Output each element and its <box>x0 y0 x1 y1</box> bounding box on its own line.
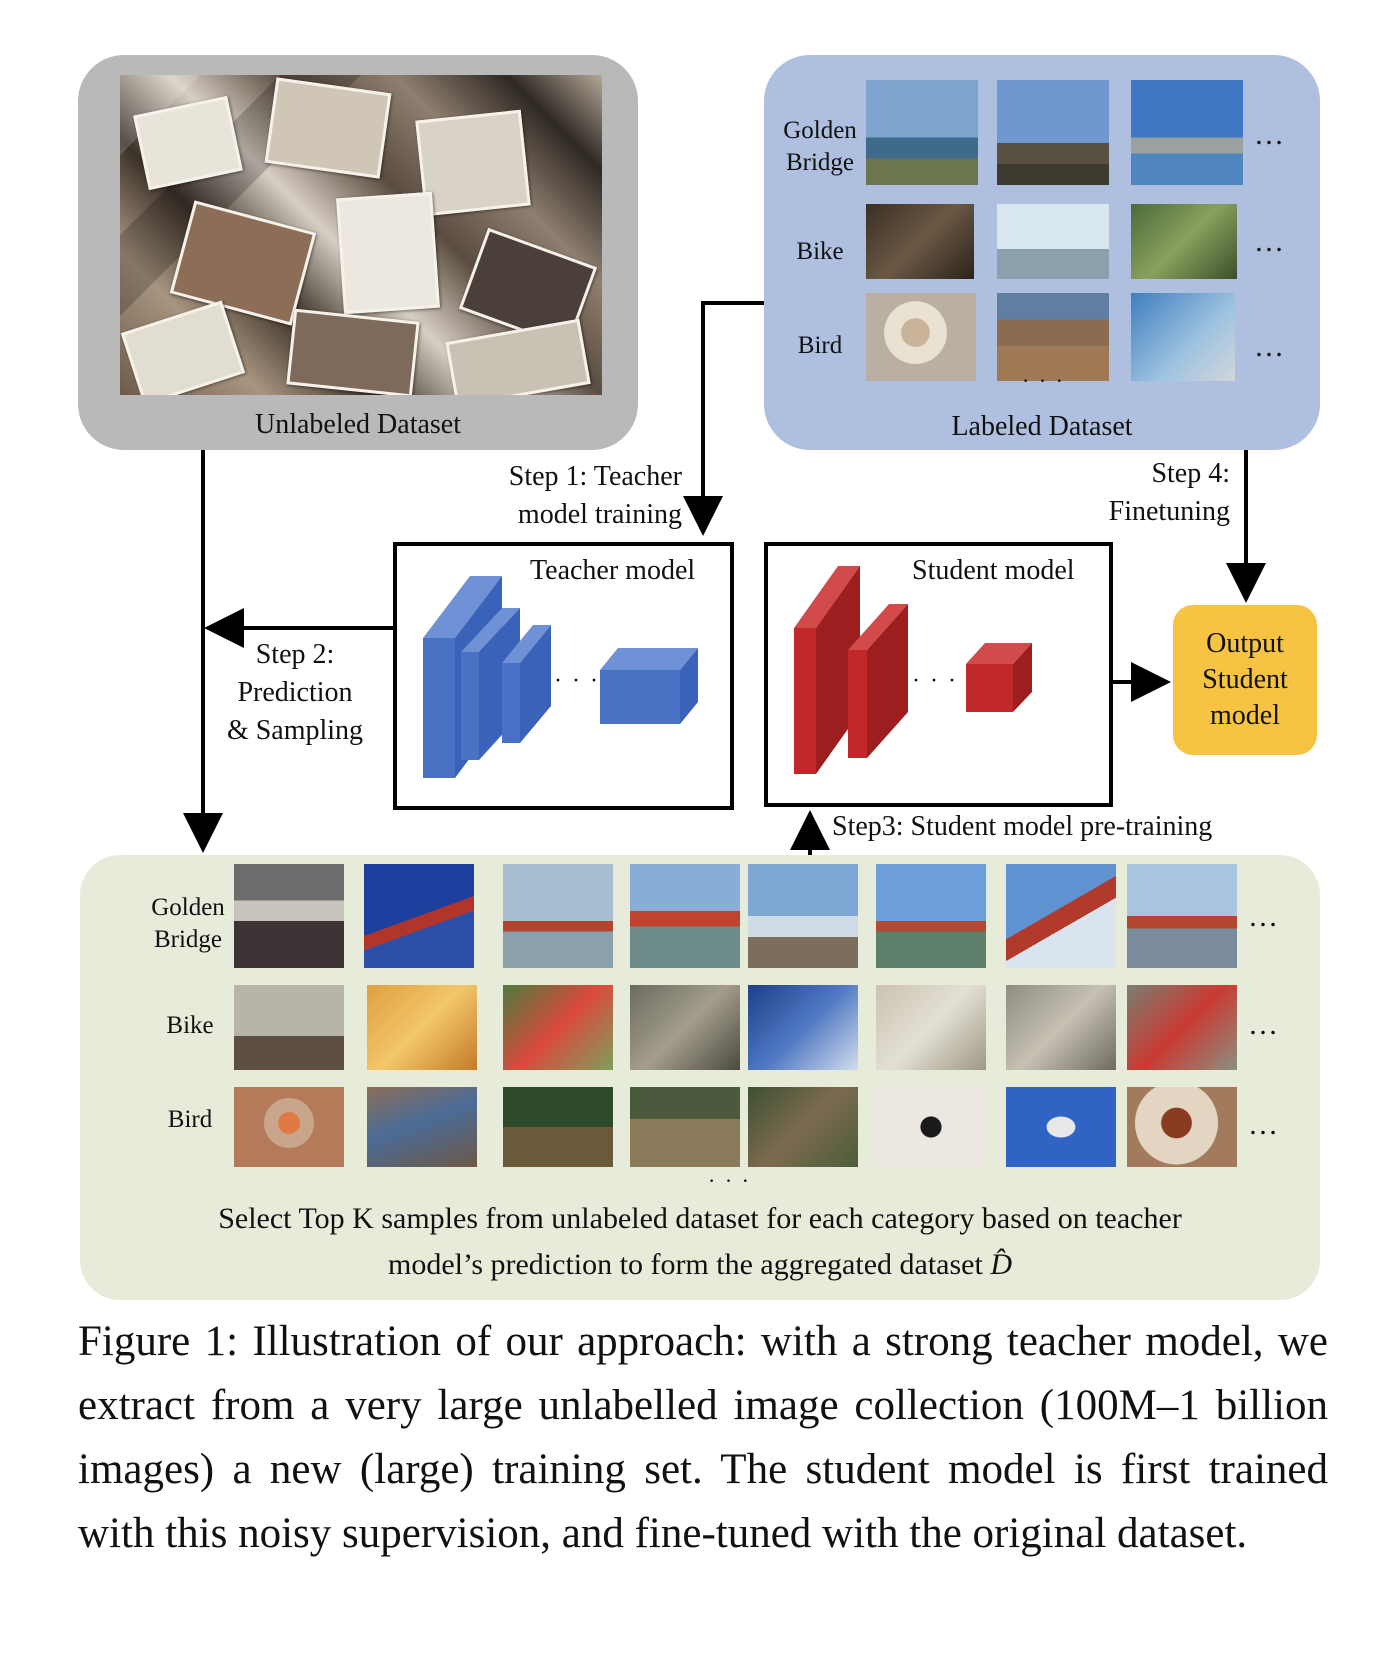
aggregated-description-line2-text: model’s prediction to form the aggregate… <box>388 1248 983 1281</box>
aggregated-thumb-bird-6 <box>876 1087 986 1167</box>
aggregated-thumb-bridge-4 <box>630 864 740 968</box>
labeled-thumb-bird-1 <box>866 293 976 381</box>
step2-label: Step 2: Prediction & Sampling <box>226 639 364 746</box>
aggregated-thumb-bike-2 <box>367 985 477 1070</box>
labeled-thumb-bird-3 <box>1131 293 1235 381</box>
figure-caption: Figure 1: Illustration of our approach: … <box>78 1318 1328 1557</box>
aggregated-thumb-bridge-2 <box>364 864 474 968</box>
labeled-row-more-1: … <box>1254 118 1286 151</box>
labeled-thumb-bike-3 <box>1131 204 1237 279</box>
aggregated-thumb-bridge-8 <box>1127 864 1237 968</box>
aggregated-row-more-2: … <box>1248 1008 1280 1041</box>
aggregated-thumb-bike-6 <box>876 985 986 1070</box>
student-model-title: Student model <box>912 555 1075 586</box>
arrow-labeled-to-teacher <box>683 301 764 536</box>
labeled-thumb-bike-1 <box>866 204 974 279</box>
output-student-model-box: Output Student model <box>1173 605 1317 755</box>
labeled-thumb-bird-2 <box>997 293 1109 381</box>
aggregated-row-label-bike: Bike <box>166 1012 214 1039</box>
labeled-thumb-bike-2 <box>997 204 1109 279</box>
labeled-row-label-bird: Bird <box>797 332 843 359</box>
labeled-dataset-title: Labeled Dataset <box>951 411 1133 442</box>
aggregated-thumb-bird-5 <box>748 1087 858 1167</box>
student-network-blocks <box>794 566 1032 774</box>
aggregated-thumb-bird-4 <box>630 1087 740 1167</box>
student-ellipsis: · · · <box>912 668 958 694</box>
step1-label: Step 1: Teacher model training <box>508 461 682 530</box>
aggregated-thumb-bridge-6 <box>876 864 986 968</box>
aggregated-thumb-bike-1 <box>234 985 344 1070</box>
aggregated-description-line2: model’s prediction to form the aggregate… <box>80 1248 1320 1282</box>
aggregated-thumb-bird-3 <box>503 1087 613 1167</box>
aggregated-thumb-bridge-3 <box>503 864 613 968</box>
aggregated-row-label-bird: Bird <box>167 1106 213 1133</box>
aggregated-row-label-golden-bridge: Golden Bridge <box>151 894 225 953</box>
aggregated-vertical-more: · · · <box>708 1168 751 1193</box>
aggregated-row-more-3: … <box>1248 1108 1280 1141</box>
unlabeled-dataset-title: Unlabeled Dataset <box>254 409 462 440</box>
aggregated-thumb-bike-7 <box>1006 985 1116 1070</box>
labeled-row-label-golden-bridge: Golden Bridge <box>783 117 857 176</box>
aggregated-thumb-bridge-7 <box>1006 864 1116 968</box>
aggregated-thumb-bike-3 <box>503 985 613 1070</box>
aggregated-thumb-bird-2 <box>367 1087 477 1167</box>
labeled-vertical-more: · · · <box>1022 368 1065 393</box>
aggregated-thumb-bridge-5 <box>748 864 858 968</box>
aggregated-row-more-1: … <box>1248 900 1280 933</box>
aggregated-thumb-bike-4 <box>630 985 740 1070</box>
labeled-thumb-bridge-1 <box>866 80 978 185</box>
labeled-thumb-bridge-2 <box>997 80 1109 185</box>
teacher-network-blocks <box>423 576 698 778</box>
aggregated-thumb-bird-1 <box>234 1087 344 1167</box>
aggregated-thumb-bird-8 <box>1127 1087 1237 1167</box>
unlabeled-photo-pile-image <box>120 75 602 395</box>
step4-label: Step 4: Finetuning <box>1108 458 1230 527</box>
labeled-row-more-3: … <box>1254 330 1286 363</box>
aggregated-thumb-bike-5 <box>748 985 858 1070</box>
labeled-thumb-bridge-3 <box>1131 80 1243 185</box>
aggregated-thumb-bird-7 <box>1006 1087 1116 1167</box>
teacher-ellipsis: · · · <box>554 668 600 694</box>
step3-label: Step3: Student model pre-training <box>832 811 1213 842</box>
teacher-model-title: Teacher model <box>530 555 696 586</box>
labeled-row-more-2: … <box>1254 225 1286 258</box>
aggregated-dataset-symbol: D̂ <box>990 1248 1012 1281</box>
aggregated-description-line1: Select Top K samples from unlabeled data… <box>218 1202 1182 1235</box>
labeled-row-label-bike: Bike <box>796 238 844 265</box>
aggregated-thumb-bridge-1 <box>234 864 344 968</box>
aggregated-thumb-bike-8 <box>1127 985 1237 1070</box>
